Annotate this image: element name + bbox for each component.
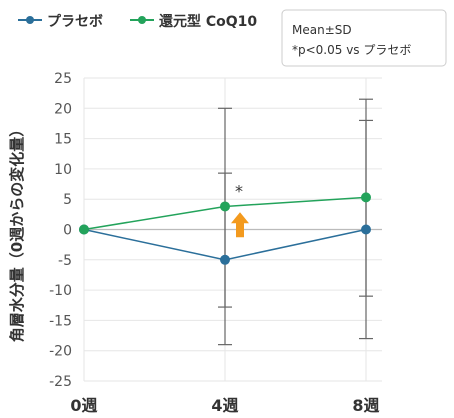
legend-placebo-marker bbox=[26, 16, 34, 24]
note-box: Mean±SD *p<0.05 vs プラセボ bbox=[281, 9, 447, 67]
y-tick-label: 25 bbox=[54, 71, 72, 87]
legend-placebo-label: プラセボ bbox=[47, 14, 103, 30]
y-tick-label: -5 bbox=[58, 253, 72, 269]
series bbox=[79, 192, 371, 265]
grid bbox=[83, 77, 382, 382]
up-arrow-icon bbox=[231, 212, 249, 238]
note-mean-sd: Mean±SD bbox=[292, 23, 352, 37]
y-tick-label: 10 bbox=[54, 162, 72, 178]
legend-coq10-label: 還元型 CoQ10 bbox=[159, 13, 257, 30]
y-tick-label: 0 bbox=[63, 223, 72, 239]
y-tick-label: -10 bbox=[49, 283, 72, 299]
x-tick-label: 4週 bbox=[211, 396, 238, 415]
data-point bbox=[220, 201, 230, 212]
data-point bbox=[220, 254, 230, 265]
x-tick-label: 0週 bbox=[70, 396, 97, 415]
y-tick-label: 20 bbox=[54, 101, 72, 117]
significance-star: * bbox=[235, 181, 243, 200]
y-tick-label: 5 bbox=[63, 192, 72, 208]
y-tick-label: -20 bbox=[49, 344, 72, 360]
note-box-frame bbox=[281, 9, 447, 67]
data-point bbox=[361, 224, 371, 235]
annotations: * bbox=[231, 181, 249, 238]
note-significance: *p<0.05 vs プラセボ bbox=[292, 43, 411, 57]
data-point bbox=[361, 192, 371, 203]
y-tick-label: -15 bbox=[49, 313, 72, 329]
data-point bbox=[79, 224, 89, 235]
x-tick-label: 8週 bbox=[352, 396, 379, 415]
error-bars bbox=[218, 98, 373, 346]
x-ticks: 0週 4週 8週 bbox=[70, 396, 379, 415]
y-tick-label: 15 bbox=[54, 132, 72, 148]
legend-coq10-marker bbox=[138, 16, 146, 24]
legend: プラセボ 還元型 CoQ10 bbox=[18, 13, 257, 30]
y-ticks: 25 20 15 10 5 0 -5 -10 -15 -20 -25 bbox=[49, 71, 72, 390]
y-axis-label: 角層水分量（0週からの変化量） bbox=[8, 122, 26, 342]
y-tick-label: -25 bbox=[49, 374, 72, 390]
